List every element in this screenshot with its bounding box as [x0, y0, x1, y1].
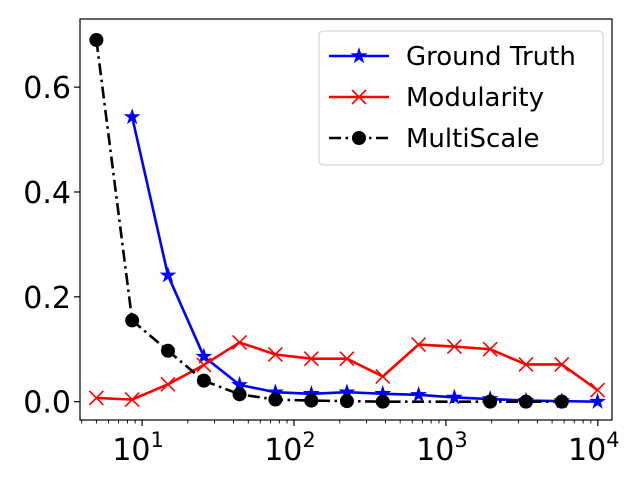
legend-label: Ground Truth — [406, 42, 576, 72]
x-tick-label: 101 — [112, 428, 164, 468]
data-point — [446, 339, 462, 355]
x-tick-exponent: 2 — [302, 428, 315, 452]
data-point — [196, 373, 211, 388]
data-point — [554, 356, 570, 373]
x-tick-base: 10 — [264, 433, 302, 468]
data-point — [232, 387, 247, 402]
y-tick-label: 0.6 — [23, 71, 71, 106]
data-point — [554, 394, 569, 409]
x-tick-label: 103 — [416, 428, 468, 468]
x-tick-label: 102 — [264, 428, 316, 468]
data-point — [411, 336, 427, 353]
data-point — [590, 382, 606, 398]
data-point — [483, 394, 498, 409]
data-point — [304, 393, 319, 408]
data-point — [482, 341, 498, 357]
x-tick-label: 104 — [568, 428, 620, 468]
data-point — [267, 346, 283, 363]
data-point — [518, 356, 534, 373]
data-point — [196, 357, 212, 373]
data-point — [159, 266, 177, 283]
data-point — [88, 390, 104, 406]
data-point — [89, 32, 104, 47]
x-tick-exponent: 3 — [454, 428, 467, 452]
legend-label: Modularity — [406, 83, 544, 113]
data-point — [445, 388, 463, 405]
data-point — [375, 368, 391, 385]
legend-marker — [352, 131, 366, 145]
data-point — [339, 394, 354, 409]
data-point — [339, 351, 355, 367]
data-point — [375, 394, 390, 409]
y-tick-label: 0.4 — [23, 176, 71, 211]
legend-box — [318, 30, 604, 166]
data-point — [518, 394, 533, 409]
data-point — [124, 391, 140, 408]
legend: Ground Truth Modularity MultiScale — [318, 30, 604, 166]
series-markers — [88, 32, 607, 409]
data-point — [410, 385, 428, 403]
legend-marker — [351, 89, 367, 105]
data-point — [125, 313, 140, 328]
data-point — [195, 347, 213, 364]
y-tick-label: 0.0 — [23, 386, 71, 421]
x-tick-base: 10 — [568, 433, 606, 468]
data-point — [589, 392, 607, 409]
x-tick-base: 10 — [112, 433, 150, 468]
data-point — [231, 334, 248, 350]
legend-label: MultiScale — [406, 124, 540, 154]
data-point — [268, 392, 283, 407]
data-point — [123, 108, 141, 125]
x-tick-exponent: 1 — [151, 428, 164, 452]
x-tick-exponent: 4 — [606, 428, 619, 452]
data-point — [160, 376, 176, 392]
data-point — [160, 343, 175, 358]
data-point — [303, 351, 319, 367]
y-tick-label: 0.2 — [23, 281, 71, 316]
legend-marker — [350, 47, 368, 64]
x-tick-base: 10 — [416, 433, 454, 468]
